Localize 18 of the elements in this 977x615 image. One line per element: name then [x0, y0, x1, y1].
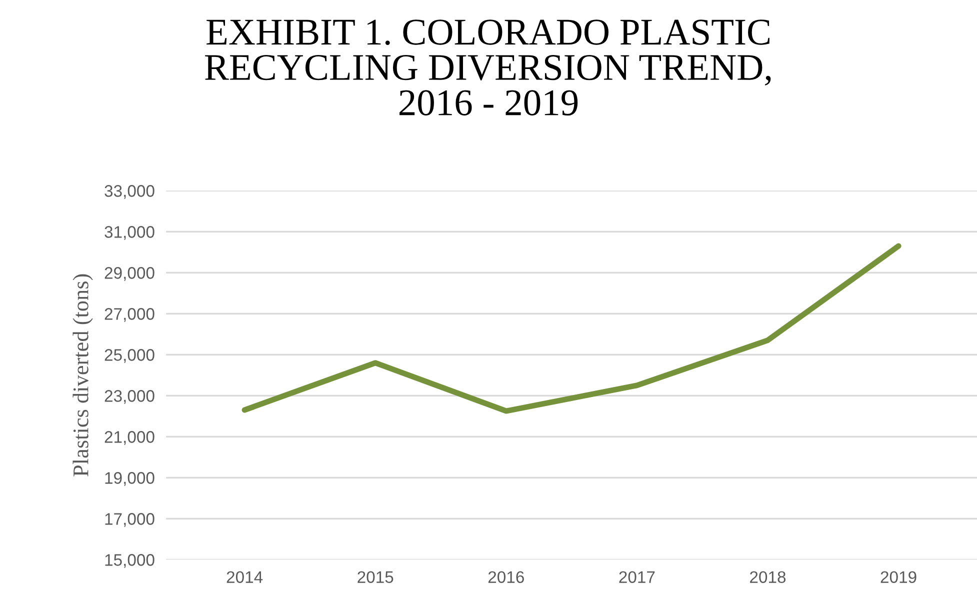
y-tick-label: 33,000 [104, 185, 154, 199]
x-tick-label: 2017 [619, 571, 655, 584]
x-tick-label: 2015 [358, 571, 394, 584]
y-tick-label: 25,000 [104, 349, 154, 363]
y-tick-label: 31,000 [104, 226, 154, 240]
x-tick-label: 2019 [880, 571, 916, 584]
x-tick-label: 2014 [226, 571, 263, 584]
y-tick-label: 19,000 [105, 472, 154, 486]
chart-title: EXHIBIT 1. COLORADO PLASTIC RECYCLING DIVERSION TREND, 2016 - 2019 [205, 20, 771, 116]
x-tick-label: 2016 [488, 571, 524, 584]
y-tick-label: 29,000 [104, 267, 154, 281]
y-tick-label: 17,000 [105, 513, 154, 527]
y-tick-label: 15,000 [105, 554, 154, 568]
y-axis-title: Plastics diverted (tons) [72, 274, 93, 476]
x-tick-label: 2018 [750, 571, 786, 584]
y-tick-label: 23,000 [104, 390, 154, 404]
y-tick-label: 27,000 [104, 308, 154, 322]
y-tick-label: 21,000 [104, 431, 154, 445]
